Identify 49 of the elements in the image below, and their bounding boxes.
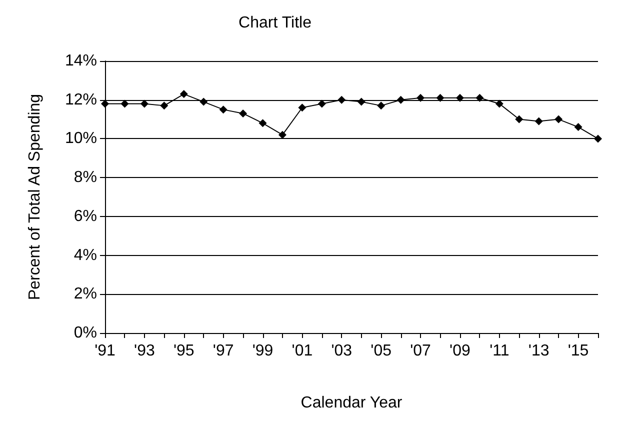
point bbox=[476, 94, 484, 102]
point bbox=[338, 96, 346, 104]
y-tick-label: 0% bbox=[74, 324, 97, 342]
x-tick-label: '11 bbox=[490, 342, 510, 360]
y-tick-label: 12% bbox=[64, 91, 97, 108]
x-tick-label: '99 bbox=[252, 342, 274, 360]
y-tick-label: 8% bbox=[74, 169, 97, 186]
y-axis-title: Percent of Total Ad Spending bbox=[26, 94, 44, 300]
x-axis-title: Calendar Year bbox=[300, 394, 403, 412]
point bbox=[377, 102, 386, 110]
point bbox=[160, 102, 168, 110]
x-tick-label: '05 bbox=[370, 342, 392, 360]
y-tick-label: 14% bbox=[64, 52, 97, 70]
point bbox=[318, 100, 326, 108]
point bbox=[436, 94, 444, 102]
x-tick-label: '13 bbox=[528, 342, 550, 360]
point bbox=[258, 119, 267, 128]
x-tick-label: '09 bbox=[450, 342, 470, 360]
x-tick-label: '07 bbox=[410, 342, 432, 360]
point bbox=[219, 106, 228, 114]
point bbox=[357, 98, 366, 106]
x-tick-label: '01 bbox=[292, 342, 313, 360]
y-tick-label: 10% bbox=[64, 130, 97, 148]
point bbox=[495, 100, 504, 108]
x-tick-label: '91 bbox=[94, 342, 116, 360]
x-tick-label: '15 bbox=[568, 342, 589, 360]
point bbox=[574, 123, 582, 132]
x-tick-label: '97 bbox=[212, 342, 234, 360]
y-tick-label: 2% bbox=[74, 286, 97, 303]
y-tick-label: 6% bbox=[74, 208, 97, 225]
x-tick-label: '95 bbox=[173, 342, 194, 360]
point bbox=[278, 130, 286, 139]
point bbox=[180, 90, 188, 98]
point bbox=[396, 96, 405, 104]
point bbox=[515, 115, 524, 124]
point bbox=[140, 100, 148, 108]
point bbox=[456, 94, 464, 102]
point bbox=[554, 115, 563, 124]
point bbox=[416, 94, 425, 102]
y-tick-label: 4% bbox=[74, 246, 97, 264]
x-tick-label: '93 bbox=[134, 342, 155, 360]
point bbox=[239, 109, 248, 118]
point bbox=[298, 104, 306, 112]
point bbox=[534, 117, 543, 126]
x-tick-label: '03 bbox=[331, 342, 352, 360]
point bbox=[200, 98, 208, 106]
chart-title: Chart Title bbox=[238, 14, 312, 32]
point bbox=[120, 100, 129, 108]
point bbox=[594, 134, 602, 143]
